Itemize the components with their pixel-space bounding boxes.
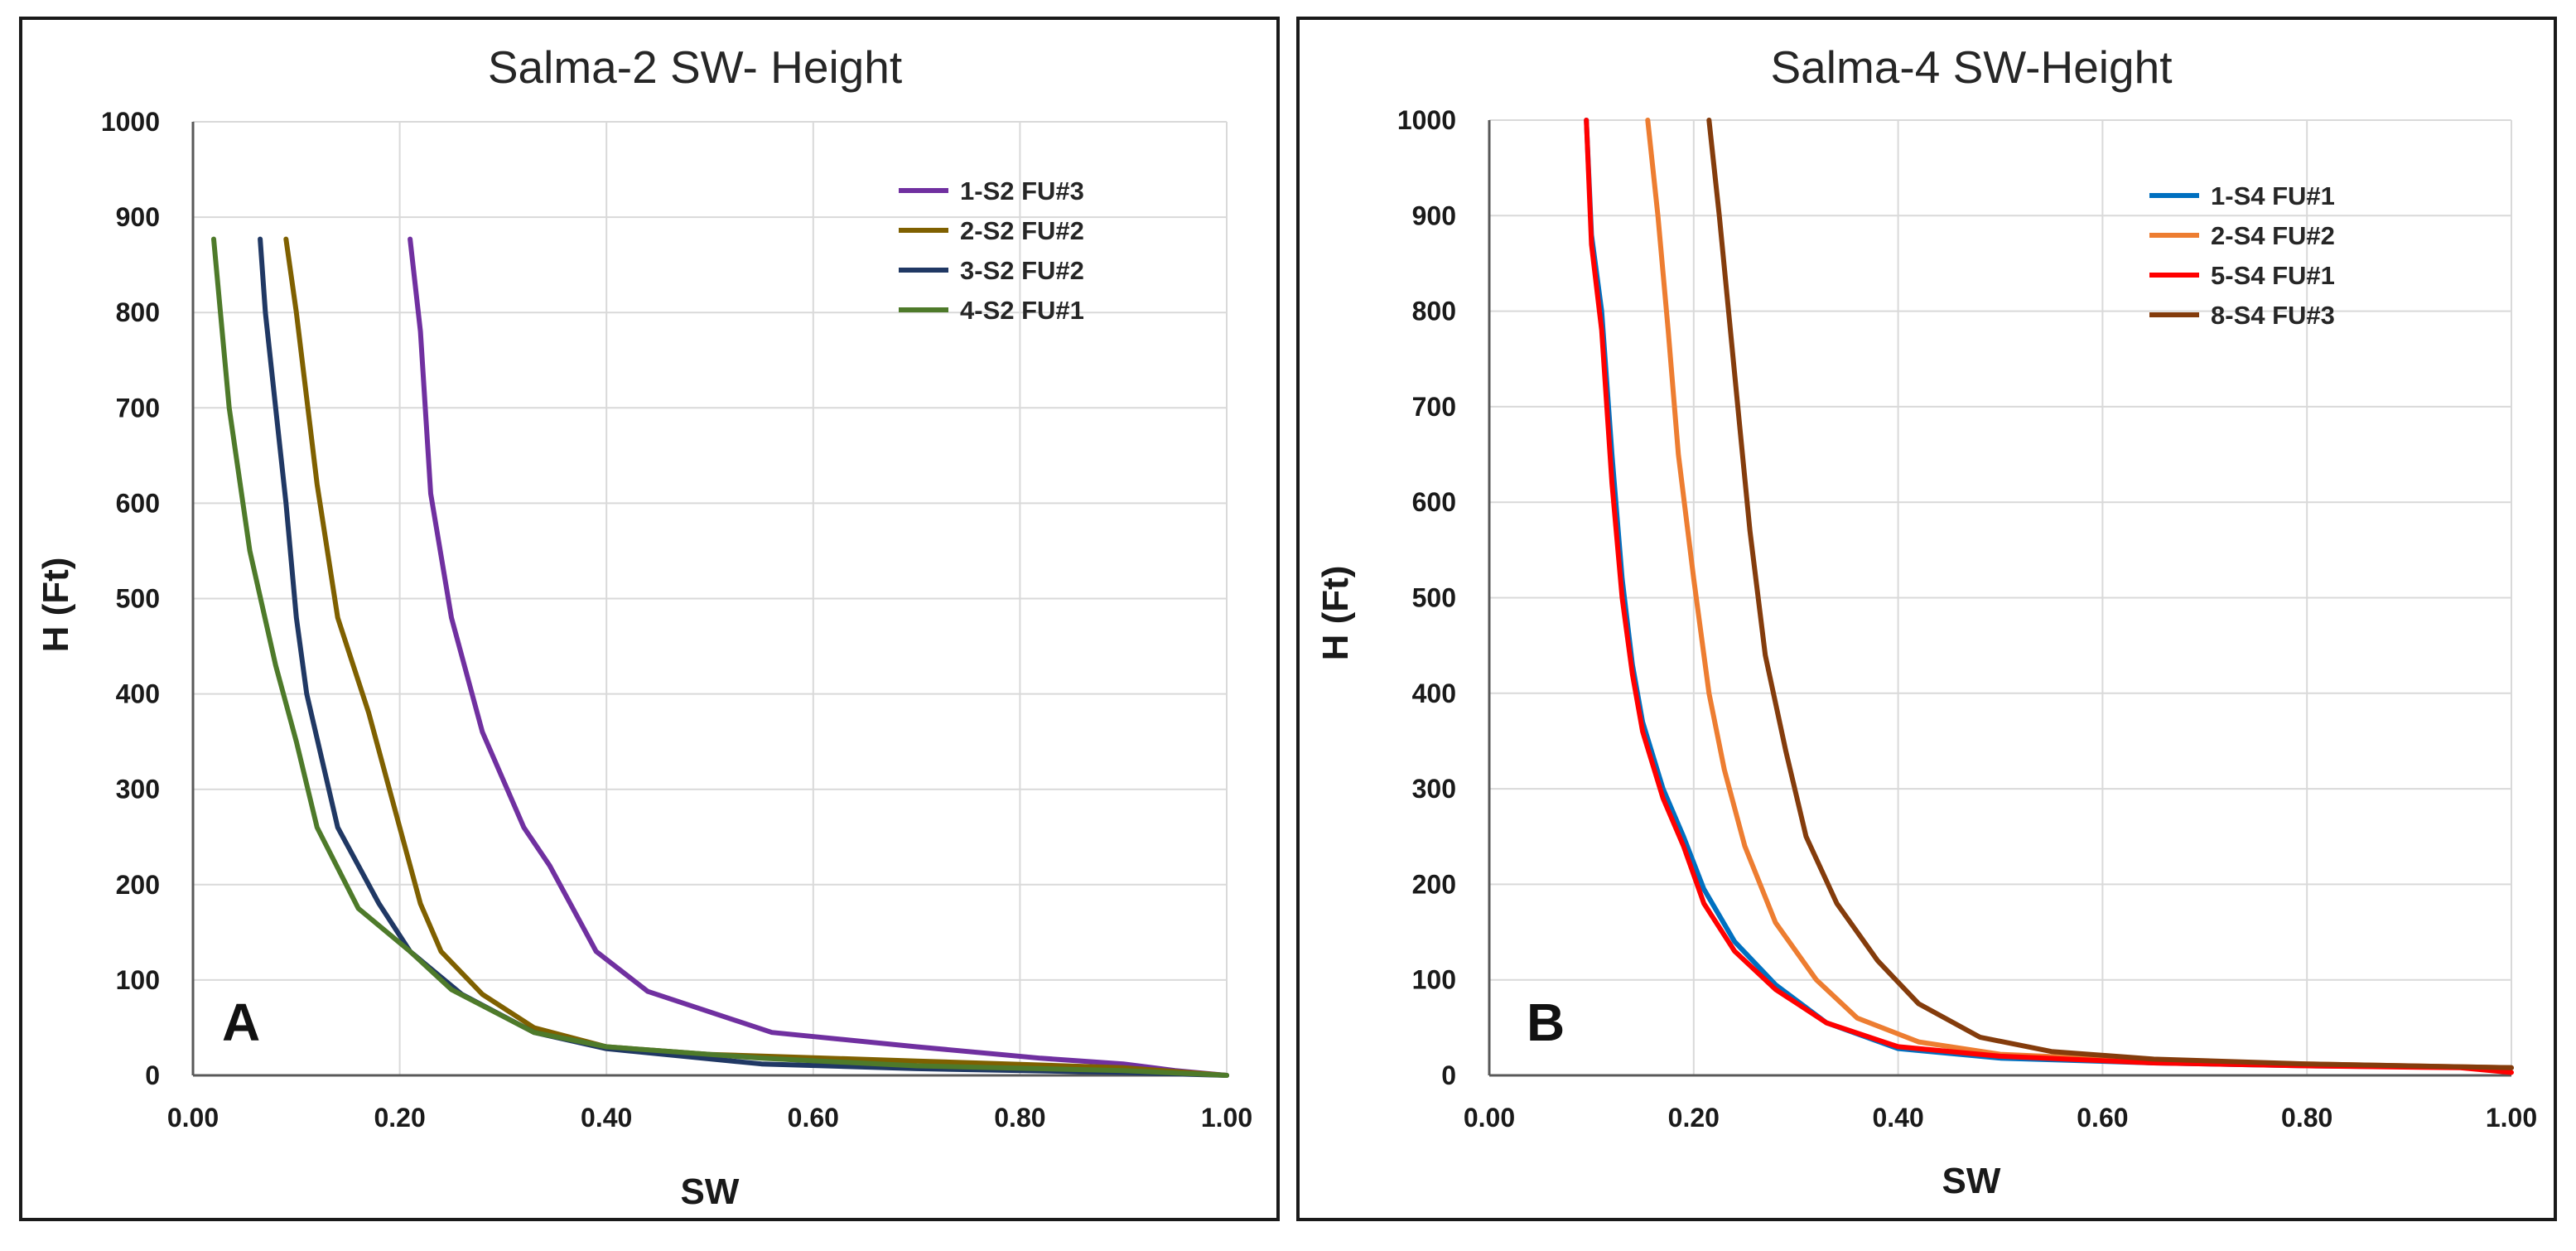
panel-b-letter: B xyxy=(1527,993,1565,1052)
panel-b-x-tick-label: 0.00 xyxy=(1464,1103,1515,1133)
panel-a-series-line-4 xyxy=(211,236,1229,1078)
panel-b-series-line-3 xyxy=(1584,118,2514,1075)
panel-a-y-tick-label: 900 xyxy=(116,202,160,232)
panel-a-x-tick-label: 0.40 xyxy=(581,1103,632,1133)
panel-b-y-tick-label: 800 xyxy=(1412,297,1456,326)
panel-b-x-tick-label: 0.80 xyxy=(2281,1103,2332,1133)
panel-b-y-tick-label: 500 xyxy=(1412,583,1456,613)
panel-a-x-tick-label: 0.60 xyxy=(788,1103,839,1133)
panel-a-series-line-1 xyxy=(408,236,1229,1078)
panel-b-series-line-4 xyxy=(1706,118,2514,1070)
panel-b-y-tick-label: 900 xyxy=(1412,200,1456,230)
panel-a-y-tick-label: 700 xyxy=(116,393,160,423)
panel-a-y-tick-label: 600 xyxy=(116,488,160,518)
panel-b-legend-item: 1-S4 FU#1 xyxy=(2149,181,2335,210)
panel-a-y-tick-label: 400 xyxy=(116,679,160,709)
panel-a-series-line-3 xyxy=(258,236,1229,1078)
panel-b-x-tick-label: 0.20 xyxy=(1668,1103,1720,1133)
panel-a-y-axis-label: H (Ft) xyxy=(36,558,76,653)
panel-b-frame xyxy=(1296,17,2557,1221)
panel-b-y-tick-label: 700 xyxy=(1412,392,1456,422)
panel-b-legend-item: 8-S4 FU#3 xyxy=(2149,301,2335,330)
panel-a-title: Salma-2 SW- Height xyxy=(488,41,902,93)
panel-a-y-tick-label: 0 xyxy=(145,1060,160,1090)
panel-a-x-axis-label: SW xyxy=(681,1171,740,1212)
panel-b-x-tick-label: 0.60 xyxy=(2077,1103,2128,1133)
panel-a-legend-label: 4-S2 FU#1 xyxy=(960,296,1084,325)
panel-b-legend-label: 5-S4 FU#1 xyxy=(2211,261,2335,290)
panel-b-y-axis-label: H (Ft) xyxy=(1315,566,1356,661)
panel-a-legend-item: 4-S2 FU#1 xyxy=(899,296,1084,325)
panel-a-y-tick-label: 1000 xyxy=(101,107,160,137)
panel-b-y-tick-label: 0 xyxy=(1441,1060,1456,1090)
panel-a-series-line-2 xyxy=(283,236,1229,1078)
panel-a-letter: A xyxy=(222,993,260,1052)
panel-a-x-tick-label: 0.20 xyxy=(374,1103,425,1133)
panel-b-legend-label: 8-S4 FU#3 xyxy=(2211,301,2335,330)
panel-b-legend-label: 2-S4 FU#2 xyxy=(2211,221,2335,250)
panel-b-y-tick-label: 300 xyxy=(1412,774,1456,804)
panel-b-x-tick-label: 0.40 xyxy=(1872,1103,1923,1133)
panel-a-legend-item: 1-S2 FU#3 xyxy=(899,176,1084,205)
panel-b-y-tick-label: 100 xyxy=(1412,965,1456,995)
panel-a-y-tick-label: 500 xyxy=(116,584,160,614)
panel-b-legend-item: 5-S4 FU#1 xyxy=(2149,261,2335,290)
panel-b-title: Salma-4 SW-Height xyxy=(1771,41,2173,93)
panel-b-y-tick-label: 600 xyxy=(1412,487,1456,517)
panel-b-x-tick-label: 1.00 xyxy=(2486,1103,2537,1133)
panel-a-y-tick-label: 800 xyxy=(116,297,160,327)
panel-a-legend-label: 1-S2 FU#3 xyxy=(960,176,1084,205)
panel-b: Salma-4 SW-Height 0.00 0.20 0.40 0.60 0.80 1.… xyxy=(1296,17,2557,1221)
panel-a-y-tick-label: 100 xyxy=(116,965,160,995)
panel-a-x-tick-label: 0.00 xyxy=(167,1103,219,1133)
panel-a-x-tick-label: 0.80 xyxy=(994,1103,1045,1133)
panel-a-y-tick-label: 300 xyxy=(116,775,160,804)
panel-b-series-line-2 xyxy=(1645,118,2514,1070)
panel-a-x-tick-label: 1.00 xyxy=(1201,1103,1252,1133)
panel-a-legend-label: 3-S2 FU#2 xyxy=(960,256,1084,285)
panel-b-legend-label: 1-S4 FU#1 xyxy=(2211,181,2335,210)
panel-b-y-tick-label: 1000 xyxy=(1397,105,1456,135)
panel-a-y-tick-label: 200 xyxy=(116,870,160,900)
panel-a-frame xyxy=(19,17,1280,1221)
panel-a-legend-item: 2-S2 FU#2 xyxy=(899,216,1084,245)
panel-b-y-tick-label: 400 xyxy=(1412,679,1456,708)
panel-a: Salma-2 SW- Height 0.00 0.20 0.40 0.60 0.80 1… xyxy=(19,17,1280,1221)
panel-b-y-tick-label: 200 xyxy=(1412,869,1456,899)
panel-a-legend-item: 3-S2 FU#2 xyxy=(899,256,1084,285)
panel-a-legend-label: 2-S2 FU#2 xyxy=(960,216,1084,245)
panel-b-x-axis-label: SW xyxy=(1942,1161,2001,1201)
panel-b-legend-item: 2-S4 FU#2 xyxy=(2149,221,2335,250)
